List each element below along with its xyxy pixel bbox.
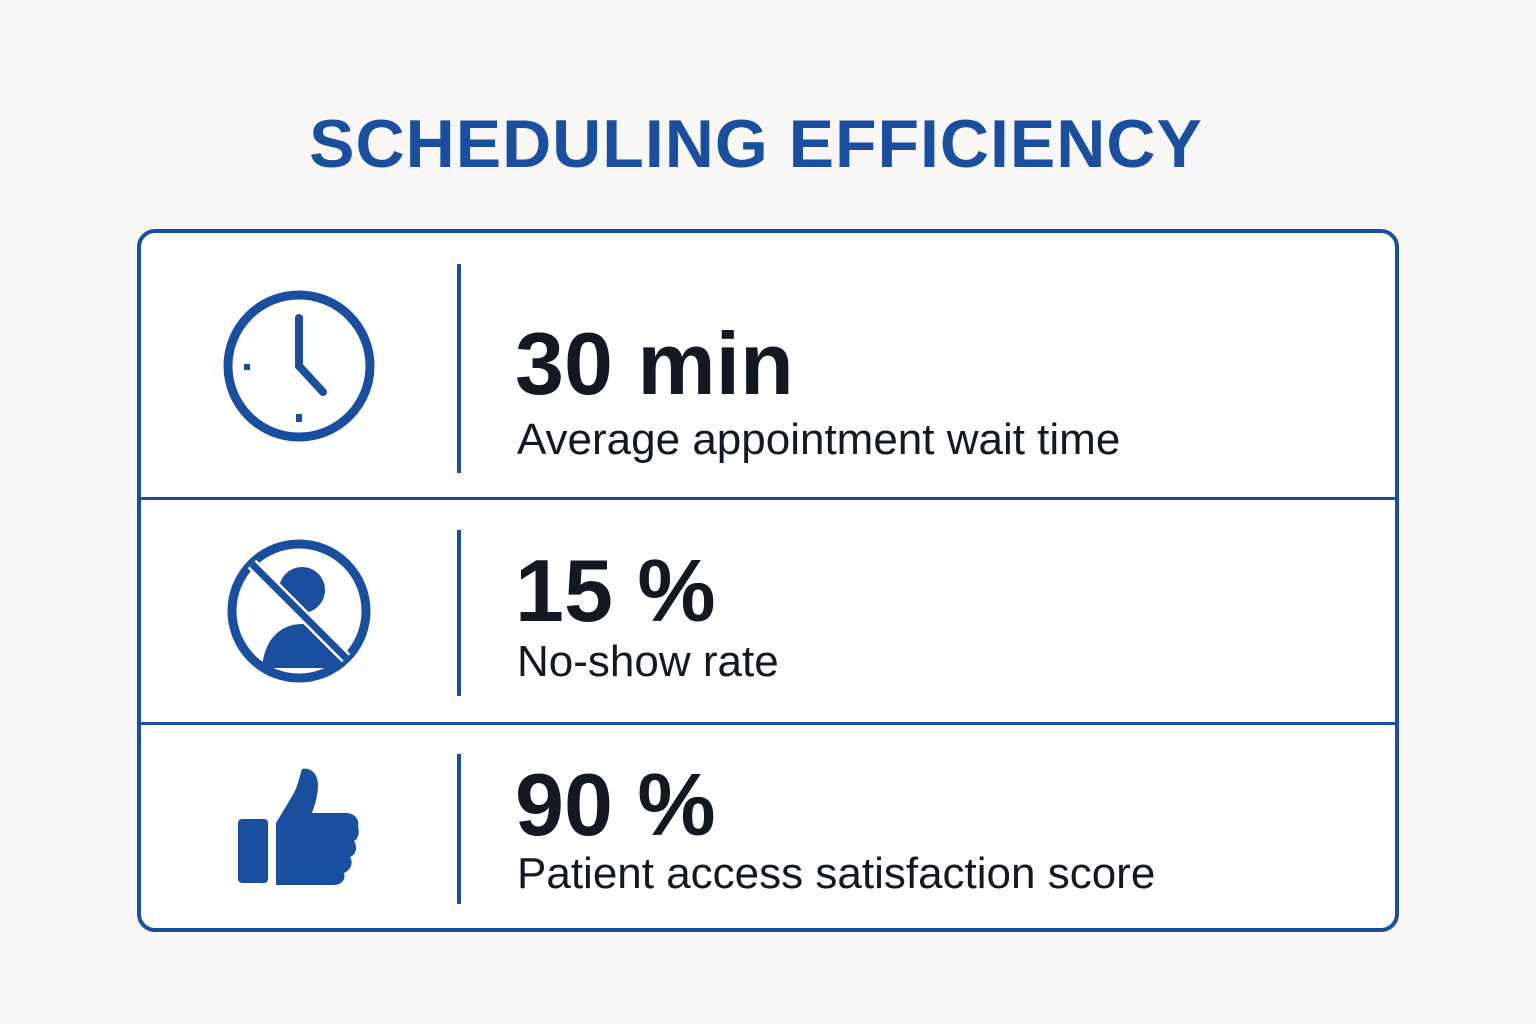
clock-icon (141, 233, 457, 498)
metric-value: 90 % (515, 755, 716, 854)
metric-row-satisfaction: 90 % Patient access satisfaction score (141, 723, 1395, 928)
thumbs-up-icon (141, 723, 457, 928)
metrics-card: 30 min Average appointment wait time 15 … (137, 229, 1399, 932)
page-title: SCHEDULING EFFICIENCY (309, 106, 1203, 182)
no-show-icon (141, 498, 457, 723)
metric-row-no-show: 15 % No-show rate (141, 498, 1395, 723)
metric-label: No-show rate (517, 637, 779, 686)
metric-value: 15 % (515, 541, 716, 640)
metric-label: Patient access satisfaction score (517, 849, 1156, 898)
row-separator (141, 722, 1395, 725)
row-divider-vertical (457, 264, 461, 473)
metric-value: 30 min (515, 314, 794, 413)
metric-row-wait-time: 30 min Average appointment wait time (141, 233, 1395, 498)
row-divider-vertical (457, 530, 461, 696)
metric-label: Average appointment wait time (517, 415, 1121, 464)
row-divider-vertical (457, 754, 461, 904)
row-separator (141, 497, 1395, 500)
